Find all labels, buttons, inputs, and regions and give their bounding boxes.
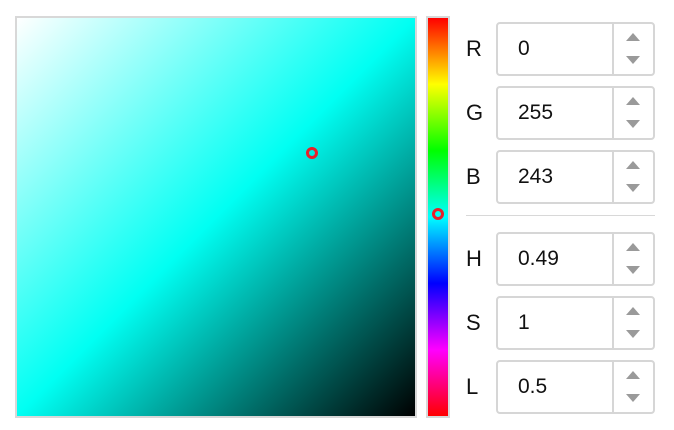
triangle-up-icon [626, 243, 640, 251]
g-field [496, 86, 655, 140]
b-decrement-button[interactable] [614, 177, 653, 202]
r-input[interactable] [518, 24, 608, 74]
g-decrement-button[interactable] [614, 113, 653, 138]
g-label: G [466, 100, 484, 125]
h-field [496, 232, 655, 286]
g-input[interactable] [518, 88, 608, 138]
hue-slider[interactable] [426, 16, 450, 418]
l-increment-button[interactable] [614, 362, 653, 387]
row-s: S [462, 296, 662, 350]
g-stepper [612, 88, 653, 138]
row-b: B [462, 150, 662, 204]
triangle-down-icon [626, 184, 640, 192]
triangle-up-icon [626, 161, 640, 169]
b-label: B [466, 164, 481, 189]
triangle-up-icon [626, 307, 640, 315]
hue-marker[interactable] [432, 208, 444, 220]
saturation-lightness-area[interactable] [15, 16, 417, 418]
sl-marker[interactable] [306, 147, 318, 159]
triangle-down-icon [626, 120, 640, 128]
rgb-hsl-divider [466, 215, 655, 216]
h-input[interactable] [518, 234, 608, 284]
l-decrement-button[interactable] [614, 387, 653, 412]
s-decrement-button[interactable] [614, 323, 653, 348]
g-increment-button[interactable] [614, 88, 653, 113]
s-stepper [612, 298, 653, 348]
b-stepper [612, 152, 653, 202]
s-field [496, 296, 655, 350]
h-decrement-button[interactable] [614, 259, 653, 284]
triangle-down-icon [626, 394, 640, 402]
triangle-up-icon [626, 371, 640, 379]
row-h: H [462, 232, 662, 286]
row-r: R [462, 22, 662, 76]
h-increment-button[interactable] [614, 234, 653, 259]
row-g: G [462, 86, 662, 140]
s-increment-button[interactable] [614, 298, 653, 323]
triangle-down-icon [626, 266, 640, 274]
l-input[interactable] [518, 362, 608, 412]
l-field [496, 360, 655, 414]
triangle-down-icon [626, 56, 640, 64]
triangle-up-icon [626, 33, 640, 41]
l-label: L [466, 374, 479, 399]
b-field [496, 150, 655, 204]
r-decrement-button[interactable] [614, 49, 653, 74]
r-stepper [612, 24, 653, 74]
b-increment-button[interactable] [614, 152, 653, 177]
r-field [496, 22, 655, 76]
row-l: L [462, 360, 662, 414]
triangle-up-icon [626, 97, 640, 105]
r-increment-button[interactable] [614, 24, 653, 49]
s-input[interactable] [518, 298, 608, 348]
s-label: S [466, 310, 481, 335]
triangle-down-icon [626, 330, 640, 338]
h-stepper [612, 234, 653, 284]
b-input[interactable] [518, 152, 608, 202]
r-label: R [466, 36, 482, 61]
h-label: H [466, 246, 482, 271]
l-stepper [612, 362, 653, 412]
